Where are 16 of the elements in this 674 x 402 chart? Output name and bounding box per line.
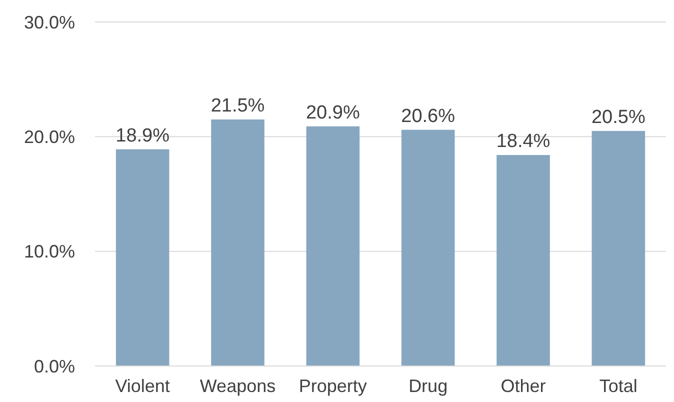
data-label: 21.5% [210,95,265,116]
y-tick-label: 30.0% [24,12,75,32]
x-tick-label: Drug [408,376,448,396]
x-tick-label: Other [500,376,546,396]
x-tick-label: Weapons [200,376,276,396]
y-tick-label: 10.0% [24,242,75,262]
data-label: 18.4% [496,131,550,152]
y-tick-label: 0.0% [34,356,75,376]
data-label: 18.9% [116,125,170,146]
x-tick-label: Property [298,376,367,396]
data-label: 20.6% [401,106,456,127]
x-tick-label: Total [599,376,638,396]
x-tick-label: Violent [115,376,170,396]
data-label: 20.9% [306,102,360,124]
data-label: 20.5% [591,106,646,128]
y-tick-label: 20.0% [24,126,75,147]
